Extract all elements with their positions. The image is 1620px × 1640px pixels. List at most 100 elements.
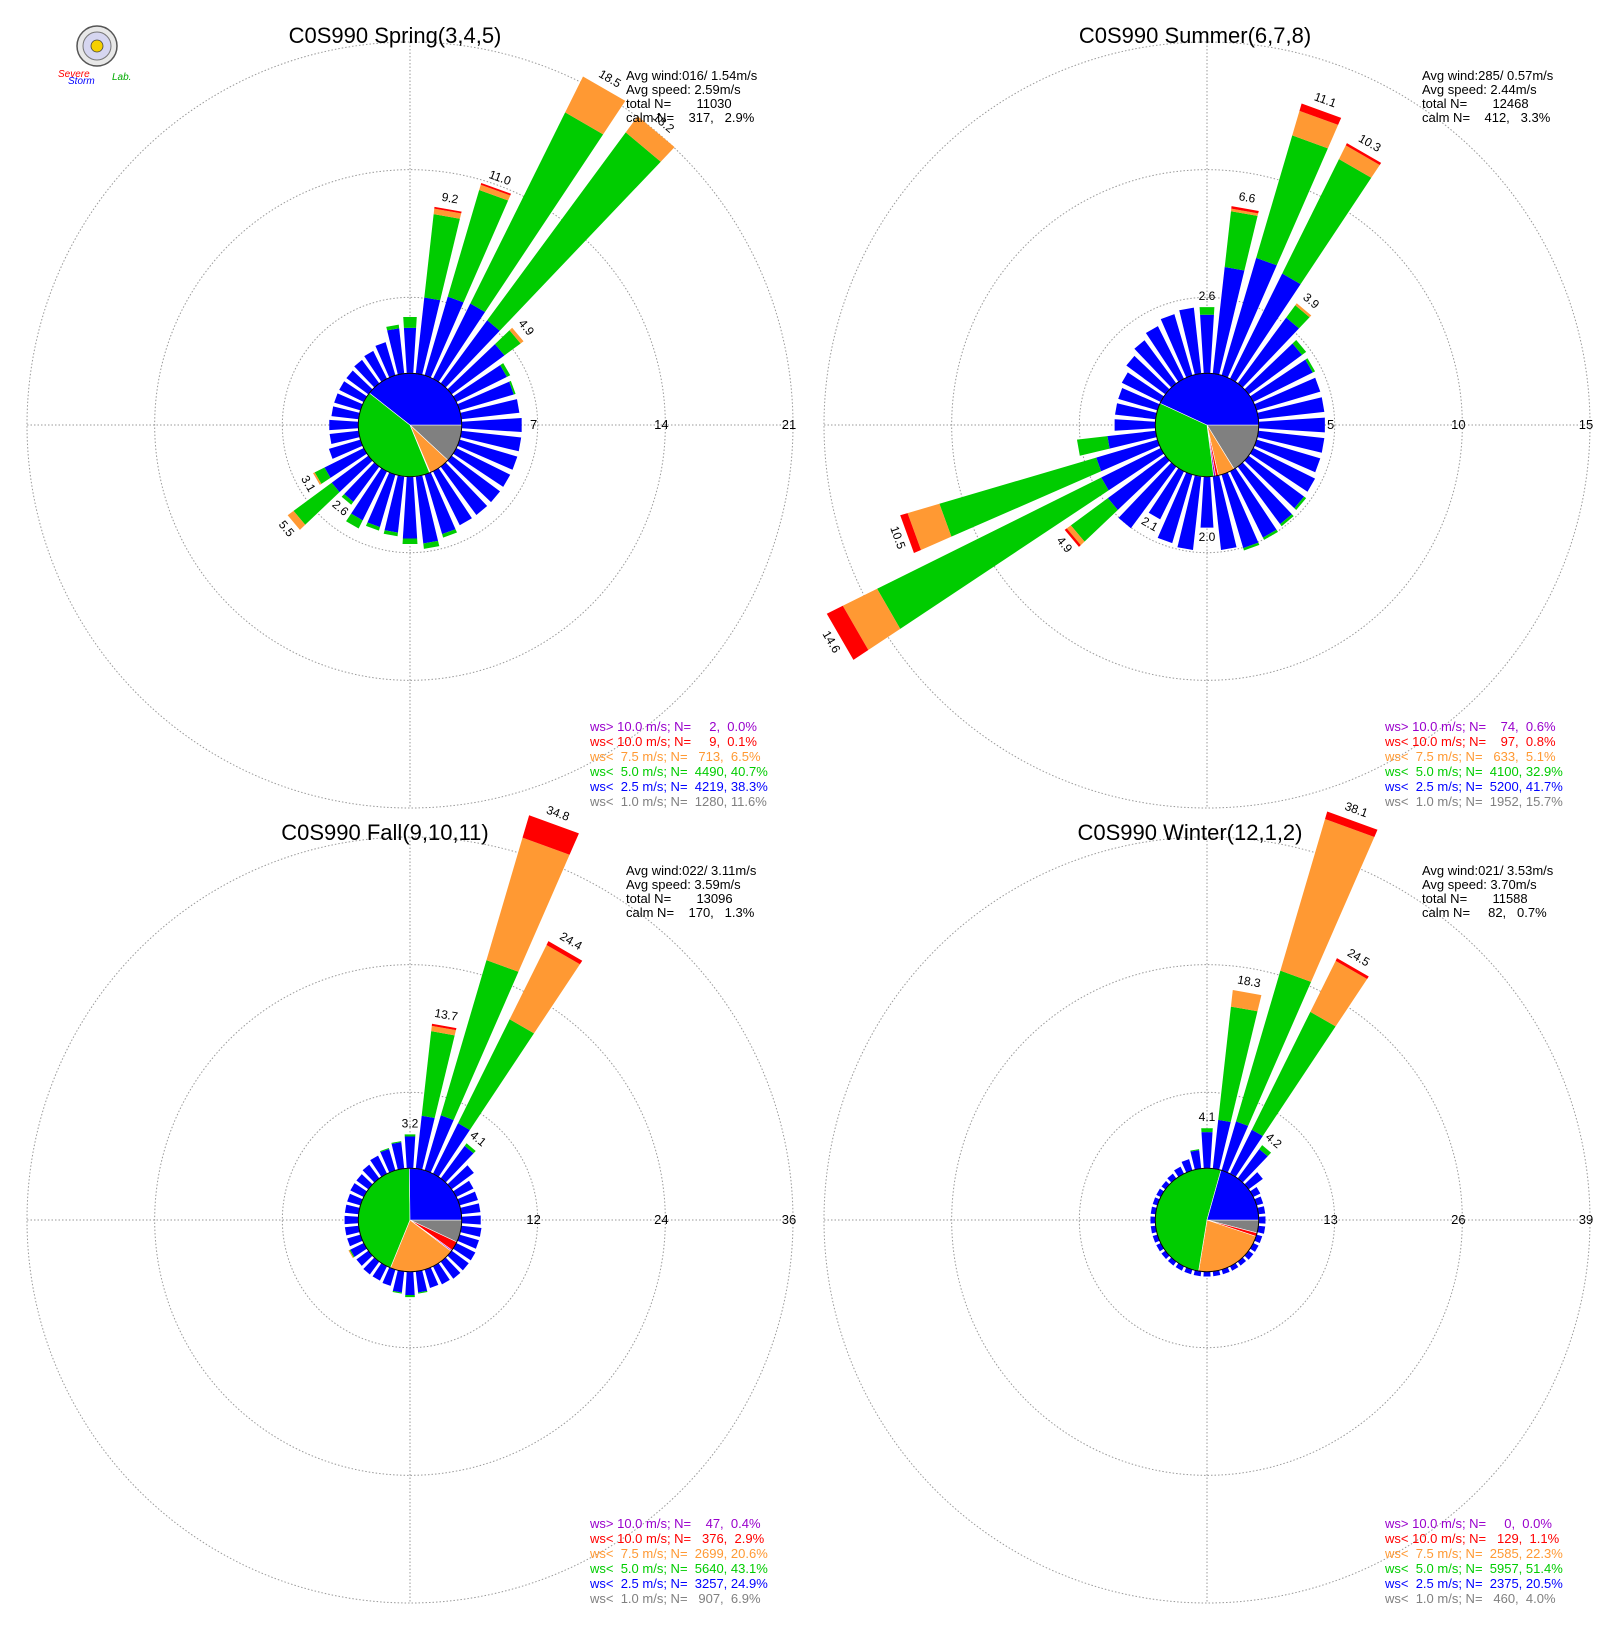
spoke-segment-blue — [1161, 1250, 1170, 1260]
spoke-segment-green — [1282, 159, 1372, 285]
spoke-segment-green — [391, 1141, 402, 1144]
spoke-segment-green — [404, 1134, 416, 1137]
spoke-segment-blue — [1229, 1263, 1239, 1271]
spoke-segment-orange — [1292, 110, 1339, 149]
spoke-segment-green — [509, 380, 516, 395]
stats-line: total N= 12468 — [1422, 96, 1529, 111]
spoke-segment-blue — [1250, 447, 1316, 492]
stats-line: Avg wind:285/ 0.57m/s — [1422, 68, 1554, 83]
spoke-segment-blue — [1150, 1206, 1157, 1215]
legend-entry: ws< 7.5 m/s; N= 2585, 22.3% — [1384, 1546, 1563, 1561]
spoke-value-label: 2.0 — [1199, 530, 1216, 544]
spoke-value-label: 13.7 — [433, 1006, 459, 1024]
panel-title: C0S990 Winter(12,1,2) — [1078, 820, 1303, 845]
spoke-segment-blue — [447, 455, 501, 503]
legend-entry: ws> 10.0 m/s; N= 47, 0.4% — [589, 1516, 761, 1531]
spoke-segment-blue — [1250, 1187, 1261, 1198]
spoke-segment-green — [1236, 970, 1312, 1126]
spoke-segment-green — [470, 112, 604, 313]
spoke-segment-blue — [403, 327, 417, 374]
spoke-segment-orange — [1230, 208, 1259, 216]
ring-tick-label: 7 — [530, 417, 537, 432]
spoke-segment-blue — [1201, 1132, 1213, 1169]
spoke-segment-blue — [453, 447, 511, 487]
spoke-segment-red — [1335, 958, 1369, 979]
spoke-segment-orange — [486, 837, 570, 972]
spoke-segment-blue — [432, 303, 486, 382]
spoke-segment-blue — [1115, 403, 1157, 420]
spoke-segment-green — [349, 1249, 355, 1258]
stats-line: Avg speed: 2.44m/s — [1422, 82, 1537, 97]
spoke-segment-blue — [344, 1225, 360, 1236]
spoke-segment-green — [418, 1290, 428, 1294]
spoke-segment-blue — [1156, 1242, 1164, 1252]
legend-entry: ws< 1.0 m/s; N= 460, 4.0% — [1384, 1591, 1556, 1606]
spoke-segment-blue — [424, 1267, 439, 1288]
legend-entry: ws> 10.0 m/s; N= 2, 0.0% — [589, 719, 757, 734]
spoke-segment-orange — [313, 472, 322, 485]
range-ring — [26, 41, 794, 809]
spoke-segment-blue — [1257, 1225, 1266, 1234]
logo-text-severe: Severe — [58, 69, 90, 80]
legend-entry: ws< 1.0 m/s; N= 1280, 11.6% — [589, 794, 767, 809]
spoke-segment-blue — [375, 342, 396, 378]
spoke-segment-green — [1218, 1006, 1258, 1123]
spoke-segment-blue — [1244, 1172, 1263, 1190]
spoke-segment-green — [1076, 436, 1110, 456]
stats-line: total N= 11030 — [626, 96, 732, 111]
legend-entry: ws< 2.5 m/s; N= 2375, 20.5% — [1384, 1576, 1563, 1591]
spoke-segment-blue — [370, 1155, 388, 1177]
spoke-value-label: 9.2 — [441, 190, 460, 207]
legend-entry: ws< 5.0 m/s; N= 4490, 40.7% — [589, 764, 768, 779]
spoke-segment-red — [434, 206, 462, 214]
legend-entry: ws< 2.5 m/s; N= 5200, 41.7% — [1384, 779, 1563, 794]
spoke-segment-blue — [1203, 1271, 1211, 1277]
spoke-segment-blue — [1221, 257, 1277, 378]
spoke-segment-blue — [1096, 439, 1160, 472]
spoke-segment-blue — [1150, 1225, 1157, 1234]
spoke-segment-orange — [1310, 960, 1368, 1027]
spoke-segment-green — [341, 494, 354, 505]
ring-tick-label: 15 — [1579, 417, 1593, 432]
spoke-segment-green — [1256, 135, 1328, 266]
range-ring — [26, 836, 794, 1604]
legend-entry: ws< 2.5 m/s; N= 4219, 38.3% — [589, 779, 768, 794]
spoke-segment-blue — [1200, 314, 1214, 374]
spoke-value-label: 38.1 — [1343, 799, 1370, 820]
spoke-segment-blue — [1257, 1206, 1266, 1215]
spoke-segment-green — [494, 330, 521, 356]
spoke-segment-blue — [331, 455, 373, 493]
spoke-segment-blue — [1254, 439, 1321, 473]
spoke-segment-blue — [461, 1215, 481, 1225]
spoke-value-label: 2.6 — [1199, 289, 1216, 303]
spoke-segment-red — [522, 815, 579, 855]
spoke-segment-blue — [1134, 340, 1177, 388]
spoke-segment-blue — [415, 475, 439, 544]
spoke-segment-blue — [329, 430, 360, 445]
spoke-segment-blue — [432, 1123, 470, 1177]
wind-rose-panel: 5 10 152.66.611.110.33.92.02.14.914.610.5C… — [820, 23, 1594, 809]
spoke-segment-blue — [1229, 1129, 1263, 1177]
spoke-segment-blue — [1257, 397, 1325, 420]
stats-line: Avg speed: 2.59m/s — [626, 82, 741, 97]
ring-tick-label: 5 — [1327, 417, 1334, 432]
spoke-segment-blue — [1161, 1180, 1170, 1190]
spoke-segment-blue — [1118, 387, 1160, 411]
stats-line: calm N= 317, 2.9% — [626, 110, 755, 125]
spoke-segment-blue — [1121, 372, 1164, 403]
spoke-segment-green — [458, 1019, 534, 1130]
spoke-segment-orange — [1338, 145, 1380, 178]
spoke-value-label: 3.2 — [402, 1116, 419, 1130]
spoke-segment-green — [1292, 340, 1307, 355]
spoke-segment-blue — [392, 1270, 405, 1293]
range-ring — [1078, 1091, 1336, 1349]
spoke-segment-blue — [1212, 267, 1245, 375]
spoke-segment-red — [546, 941, 583, 965]
spoke-segment-blue — [347, 1234, 363, 1247]
spoke-segment-blue — [334, 393, 363, 411]
spoke-segment-blue — [362, 1164, 380, 1183]
spoke-segment-blue — [440, 462, 488, 516]
spoke-segment-orange — [287, 510, 306, 530]
spoke-segment-green — [403, 316, 417, 328]
